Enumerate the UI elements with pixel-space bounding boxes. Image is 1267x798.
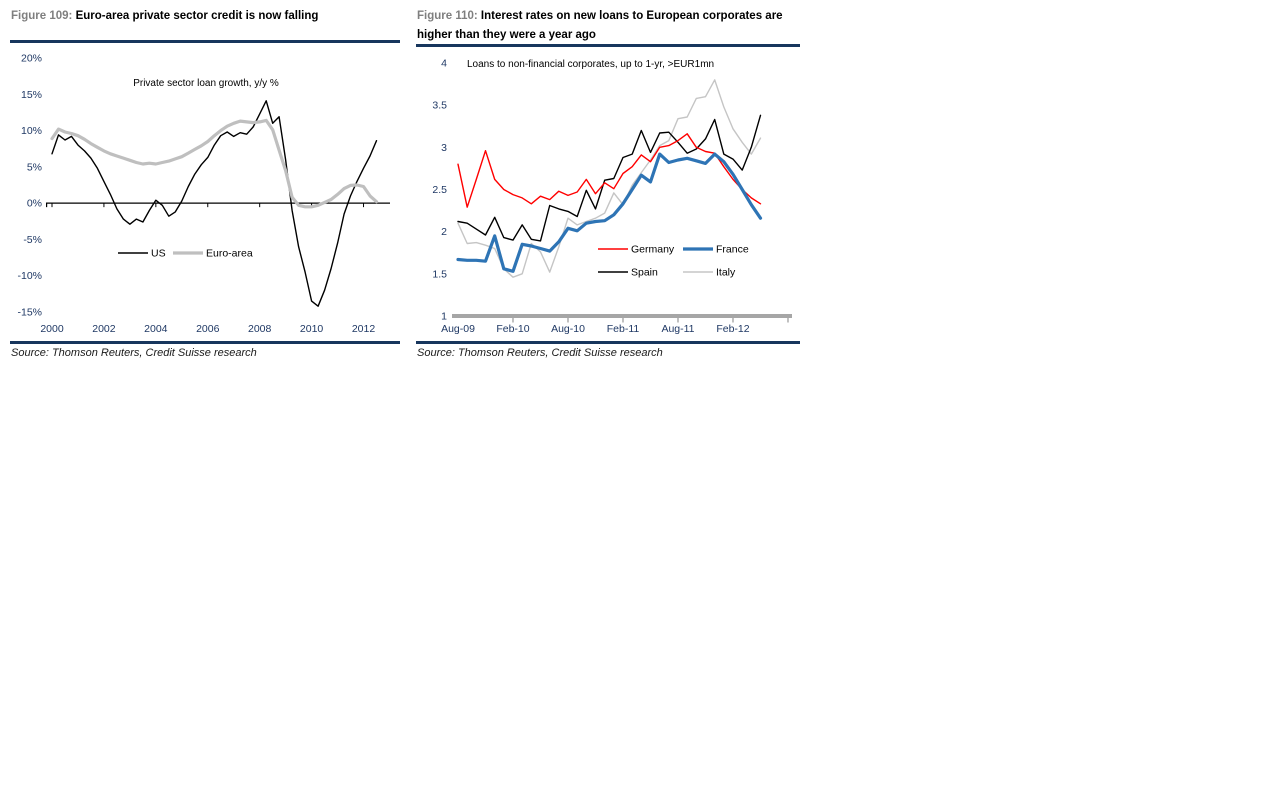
x-tick-label: 2002 <box>92 323 116 335</box>
y-tick-label: 10% <box>21 125 42 137</box>
x-tick-label: 2000 <box>40 323 64 335</box>
y-tick-label: 5% <box>27 161 42 173</box>
legend-label-italy: Italy <box>716 267 736 279</box>
series-line-spain <box>457 114 762 242</box>
x-tick-label: 2004 <box>144 323 168 335</box>
y-tick-label: -10% <box>17 270 42 282</box>
y-tick-label: 4 <box>441 58 447 70</box>
series-line-germany <box>457 133 762 208</box>
figure-110-bottom-rule <box>416 341 800 344</box>
x-tick-label: Feb-10 <box>496 323 529 335</box>
series-line-italy <box>457 79 762 278</box>
legend-label-euro-area: Euro-area <box>206 248 253 260</box>
y-tick-label: 2 <box>441 226 447 238</box>
legend-label-germany: Germany <box>631 244 675 256</box>
figure-109-heading: Euro-area private sector credit is now f… <box>75 10 319 22</box>
y-tick-label: 1.5 <box>432 268 447 280</box>
figure-109-top-rule <box>10 40 400 43</box>
legend-label-france: France <box>716 244 749 256</box>
y-tick-label: 0% <box>27 198 42 210</box>
figure-109-title: Figure 109: Euro-area private sector cre… <box>11 7 400 26</box>
figure-110-top-rule <box>416 44 800 47</box>
figure-109: Figure 109: Euro-area private sector cre… <box>10 4 400 370</box>
chart-annotation: Loans to non-financial corporates, up to… <box>467 59 714 70</box>
y-tick-label: 2.5 <box>432 184 447 196</box>
series-line-us <box>51 100 378 307</box>
x-tick-label: 2012 <box>352 323 376 335</box>
y-tick-label: -5% <box>23 234 42 246</box>
figure-109-label: Figure 109: <box>11 10 73 22</box>
legend-label-us: US <box>151 248 166 260</box>
y-tick-label: 15% <box>21 89 42 101</box>
y-tick-label: 3.5 <box>432 100 447 112</box>
series-line-euro-area <box>50 118 379 209</box>
y-tick-label: -15% <box>17 306 42 318</box>
legend-label-spain: Spain <box>631 267 658 279</box>
x-tick-label: Feb-12 <box>716 323 749 335</box>
x-tick-label: Aug-09 <box>441 323 475 335</box>
x-tick-label: 2006 <box>196 323 220 335</box>
x-tick-label: Feb-11 <box>607 323 640 335</box>
x-tick-label: Aug-11 <box>661 323 694 335</box>
figure-110-source: Source: Thomson Reuters, Credit Suisse r… <box>417 347 663 359</box>
figure-109-bottom-rule <box>10 341 400 344</box>
y-tick-label: 3 <box>441 142 447 154</box>
figure-110-heading: Interest rates on new loans to European … <box>417 10 783 41</box>
y-tick-label: 20% <box>21 53 42 65</box>
y-tick-label: 1 <box>441 310 447 322</box>
figure-109-source: Source: Thomson Reuters, Credit Suisse r… <box>11 347 257 359</box>
figure-110-title: Figure 110: Interest rates on new loans … <box>417 7 800 45</box>
chart-annotation: Private sector loan growth, y/y % <box>133 78 279 89</box>
figure-109-chart: 20% 15% 10% 5% 0% -5% -10% -15% 2000 2002 2004 2006… <box>17 53 390 335</box>
figure-110: Figure 110: Interest rates on new loans … <box>416 4 800 370</box>
x-tick-label: Aug-10 <box>551 323 585 335</box>
figure-110-label: Figure 110: <box>417 10 478 22</box>
series-line-france <box>456 152 763 273</box>
x-tick-label: 2008 <box>248 323 272 335</box>
x-tick-label: 2010 <box>300 323 324 335</box>
